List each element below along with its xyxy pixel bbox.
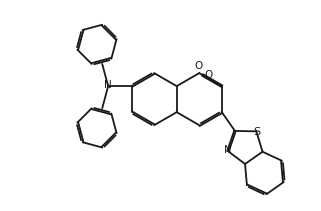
Text: O: O <box>204 70 213 80</box>
Text: S: S <box>253 127 261 137</box>
Text: O: O <box>195 61 203 71</box>
Text: N: N <box>104 80 111 90</box>
Text: N: N <box>224 146 232 156</box>
